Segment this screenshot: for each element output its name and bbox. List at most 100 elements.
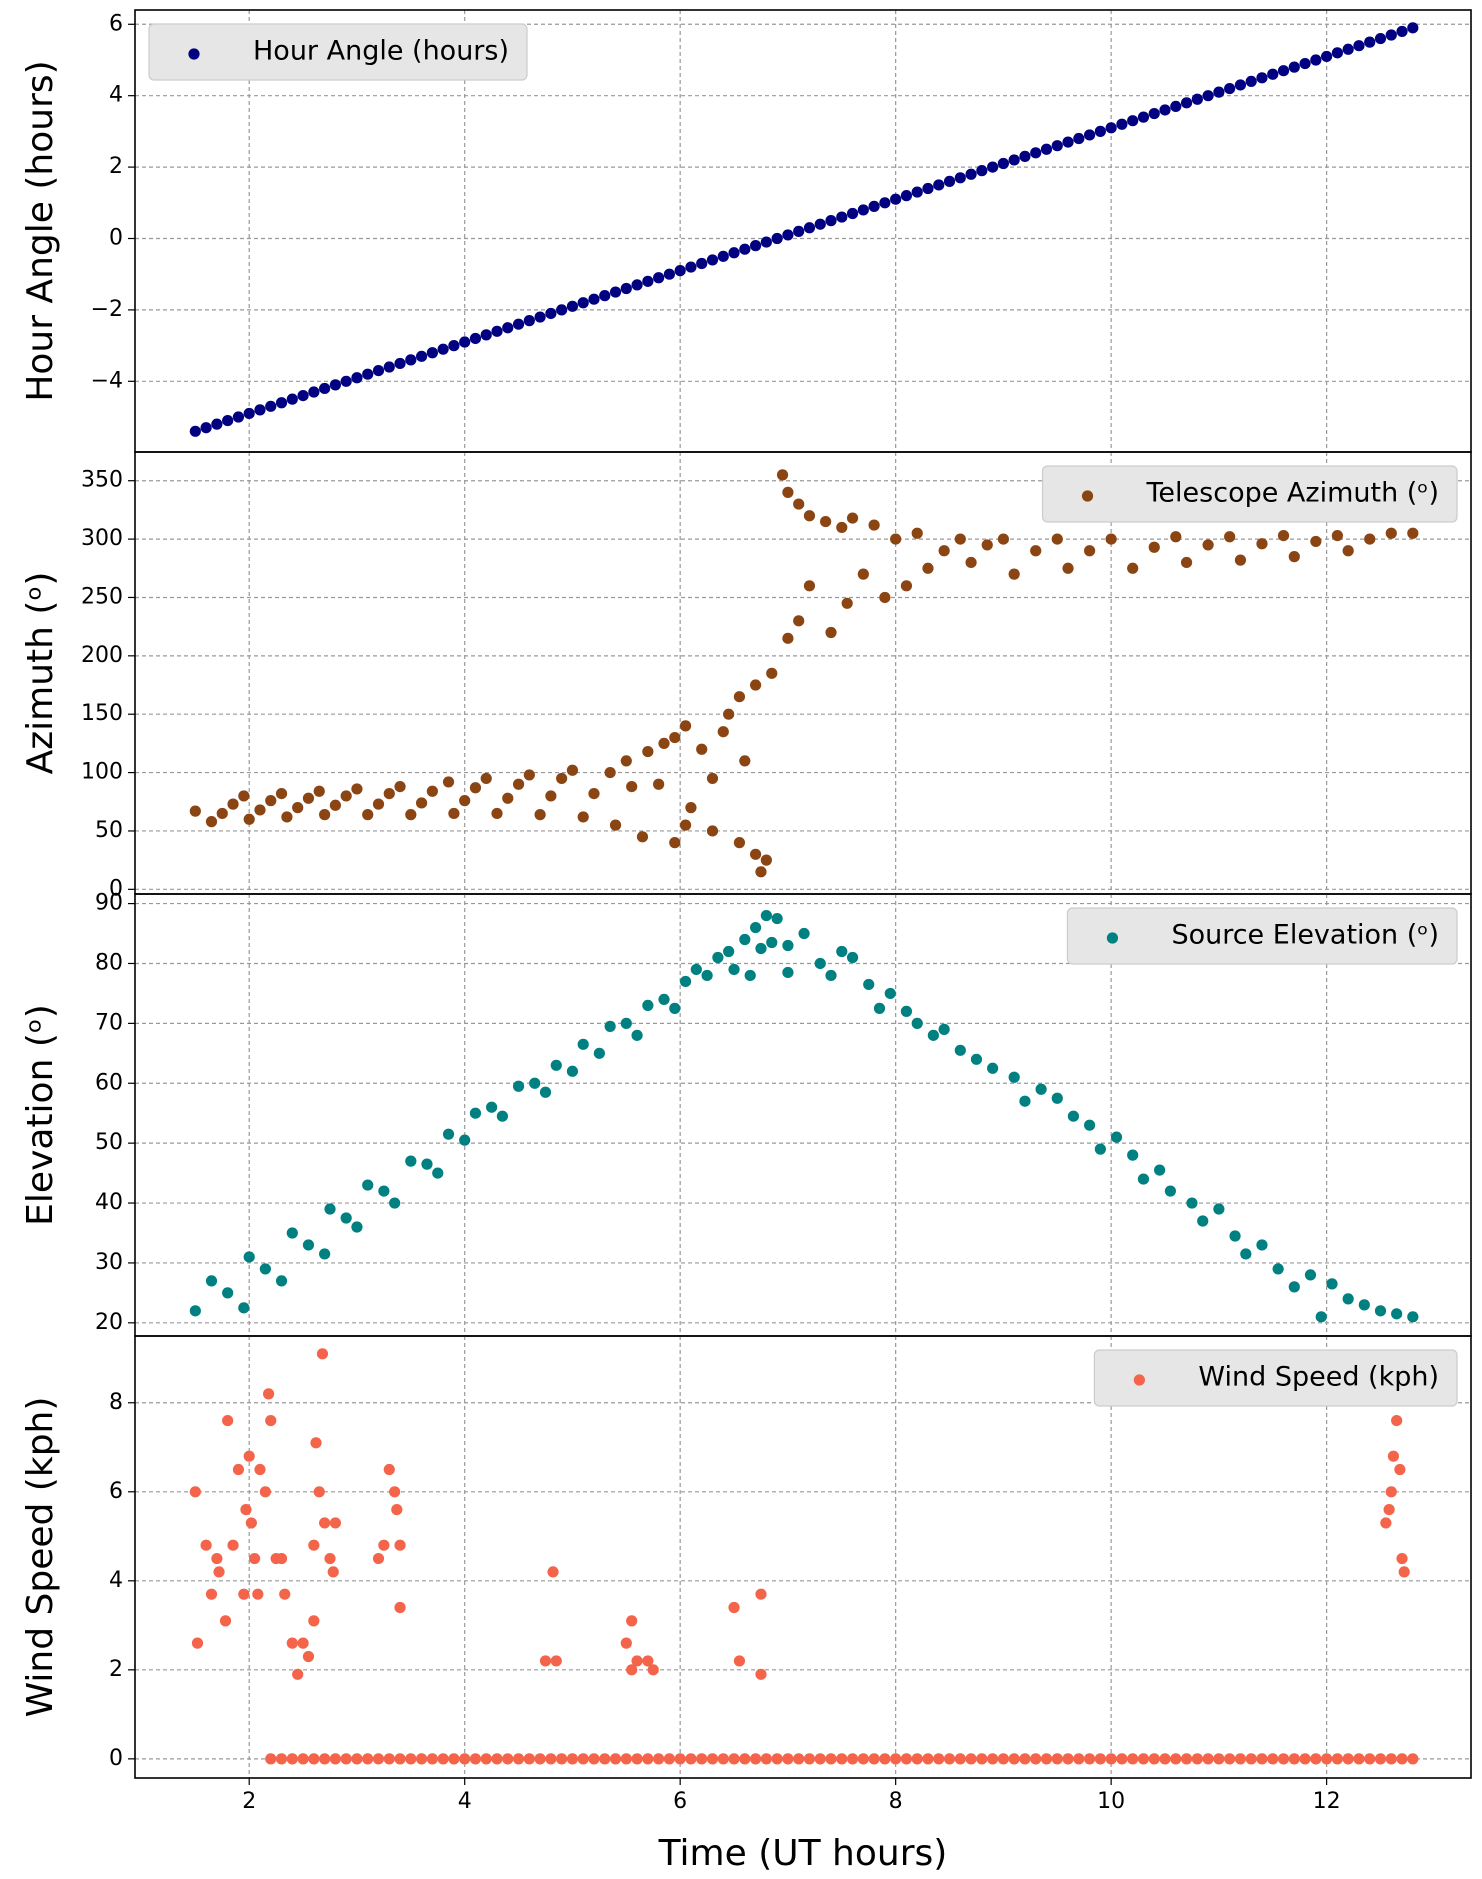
panel: −4 −2 0 2 4 6 Hour Angle (hours) Hour Angle (ho… (20, 9, 1472, 453)
point (1224, 1753, 1236, 1765)
point (1310, 1753, 1322, 1765)
point (340, 1212, 352, 1224)
point (690, 963, 702, 976)
point (308, 386, 320, 398)
point (1083, 545, 1096, 557)
point (383, 1753, 395, 1765)
point (943, 1753, 956, 1765)
point (620, 282, 632, 295)
point (0, 1753, 6, 1764)
point (1116, 118, 1128, 130)
y-tick-label: 50 (95, 818, 123, 843)
point (1148, 1753, 1160, 1765)
point (1256, 1753, 1268, 1765)
point (232, 1463, 245, 1476)
point (620, 1637, 632, 1649)
point (534, 311, 546, 323)
point (609, 286, 622, 298)
point (547, 1566, 559, 1578)
point (362, 1179, 374, 1191)
point (1191, 1753, 1203, 1765)
point (1137, 1753, 1150, 1765)
point (211, 1552, 223, 1565)
point (911, 186, 923, 198)
point (1256, 72, 1268, 84)
point (997, 157, 1010, 170)
point (265, 795, 277, 807)
point (486, 1101, 498, 1113)
legend-box (1066, 907, 1458, 965)
point (302, 792, 315, 804)
point (723, 708, 735, 720)
point (954, 533, 966, 545)
point (512, 1753, 525, 1765)
point (1127, 1753, 1139, 1765)
point (771, 912, 783, 925)
point (706, 772, 719, 785)
point (1030, 147, 1042, 159)
point (755, 1588, 767, 1600)
point (1331, 47, 1343, 59)
point (265, 1414, 277, 1427)
point (351, 372, 363, 384)
point (1105, 122, 1117, 134)
point (626, 1615, 638, 1627)
y-tick-label: 0 (109, 876, 123, 901)
point (669, 837, 681, 849)
point (922, 182, 934, 195)
point (502, 322, 514, 334)
point (245, 1517, 257, 1529)
x-tick-label: 8 (889, 1789, 903, 1814)
point (308, 1539, 320, 1551)
point (254, 404, 266, 416)
point (760, 909, 772, 922)
point (1310, 535, 1322, 548)
point (1288, 551, 1300, 563)
point (556, 772, 568, 785)
point (302, 1239, 315, 1251)
point (1277, 65, 1290, 77)
point (512, 318, 525, 330)
point (846, 207, 859, 220)
point (426, 1753, 438, 1765)
point (642, 275, 654, 287)
point (1051, 533, 1063, 545)
point (771, 1753, 783, 1765)
point (679, 720, 692, 732)
point (1067, 1110, 1080, 1122)
point (943, 175, 956, 187)
point (965, 168, 977, 180)
point (1127, 115, 1139, 127)
point (599, 1753, 611, 1765)
point (728, 963, 740, 976)
point (378, 1539, 390, 1551)
point (394, 780, 406, 793)
point (609, 819, 622, 831)
point (469, 332, 482, 345)
point (1030, 1753, 1042, 1765)
legend: Telescope Azimuth (ᵒ) (1041, 465, 1458, 523)
point (706, 825, 719, 837)
point (415, 1753, 428, 1765)
point (1331, 529, 1343, 542)
point (205, 1275, 218, 1287)
point (448, 340, 460, 352)
point (275, 397, 288, 409)
point (766, 667, 778, 679)
point (459, 1753, 471, 1765)
point (723, 945, 735, 958)
point (297, 1637, 309, 1649)
point (922, 562, 934, 574)
point (1105, 1753, 1117, 1765)
point (873, 1002, 886, 1014)
panel: 0 2 4 6 8 Wind Speed (kph) Wind Speed (kph) 2 4 6… (0, 1335, 1472, 1874)
legend: Hour Angle (hours) (148, 23, 528, 81)
point (782, 966, 794, 979)
point (696, 1753, 708, 1765)
point (728, 1753, 740, 1765)
point (1245, 75, 1257, 88)
point (1394, 1463, 1406, 1476)
point (987, 161, 999, 173)
point (405, 1155, 417, 1167)
point (313, 785, 325, 797)
